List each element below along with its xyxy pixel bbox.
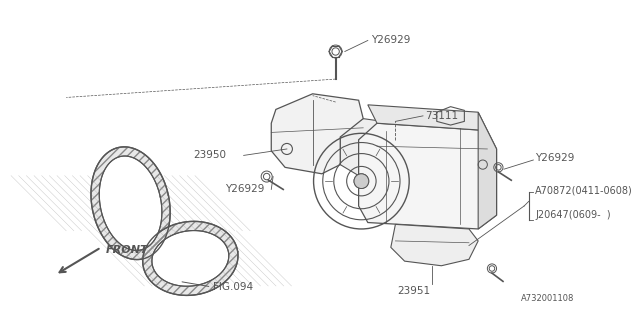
Polygon shape [143, 221, 238, 295]
Polygon shape [391, 224, 478, 266]
Circle shape [354, 174, 369, 188]
Text: J20647(0609-  ): J20647(0609- ) [535, 210, 611, 220]
Text: FRONT: FRONT [106, 245, 148, 255]
Text: Y26929: Y26929 [535, 153, 575, 163]
Polygon shape [271, 94, 364, 174]
Polygon shape [340, 119, 404, 178]
Text: 23951: 23951 [397, 286, 430, 297]
Polygon shape [478, 112, 497, 229]
Text: 23950: 23950 [193, 150, 226, 160]
Text: Y26929: Y26929 [225, 184, 265, 195]
Polygon shape [91, 147, 170, 260]
Polygon shape [368, 105, 487, 131]
Polygon shape [99, 156, 162, 251]
Polygon shape [152, 230, 228, 286]
Text: FIG.094: FIG.094 [213, 282, 253, 292]
Text: 73111: 73111 [425, 111, 458, 121]
Polygon shape [358, 123, 497, 229]
Polygon shape [99, 156, 162, 251]
Polygon shape [152, 230, 228, 286]
Text: Y26929: Y26929 [371, 36, 410, 45]
Text: A70872(0411-0608): A70872(0411-0608) [535, 185, 633, 195]
Text: A732001108: A732001108 [522, 293, 575, 302]
